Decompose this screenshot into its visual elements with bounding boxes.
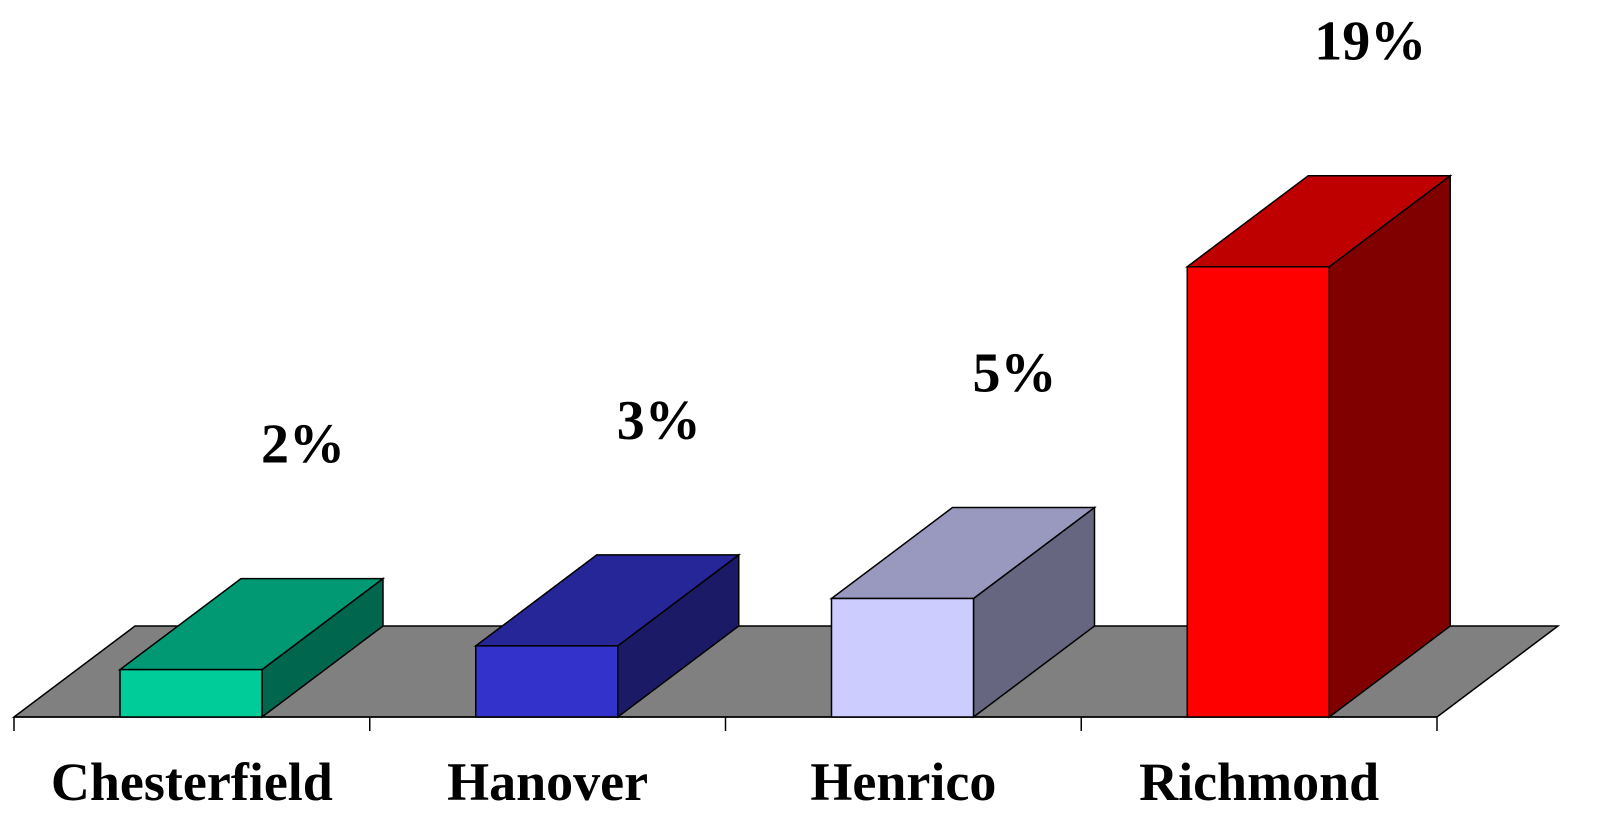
bar-front	[475, 645, 619, 718]
bar-front	[1186, 265, 1330, 718]
bar	[473, 553, 741, 719]
bar	[117, 577, 386, 719]
bar-front	[830, 597, 975, 718]
data-label: 2%	[261, 414, 345, 476]
data-label: 5%	[973, 343, 1057, 405]
data-label: 3%	[617, 390, 701, 452]
x-tick-label: Hanover	[447, 752, 648, 812]
bar	[1185, 174, 1453, 719]
bar-side	[1328, 174, 1451, 719]
x-tick-label: Henrico	[810, 752, 996, 812]
x-tick-label: Chesterfield	[51, 752, 333, 812]
x-tick-label: Richmond	[1139, 752, 1379, 812]
bar-front	[119, 668, 263, 718]
data-label: 19%	[1314, 11, 1426, 73]
bar	[829, 505, 1097, 719]
